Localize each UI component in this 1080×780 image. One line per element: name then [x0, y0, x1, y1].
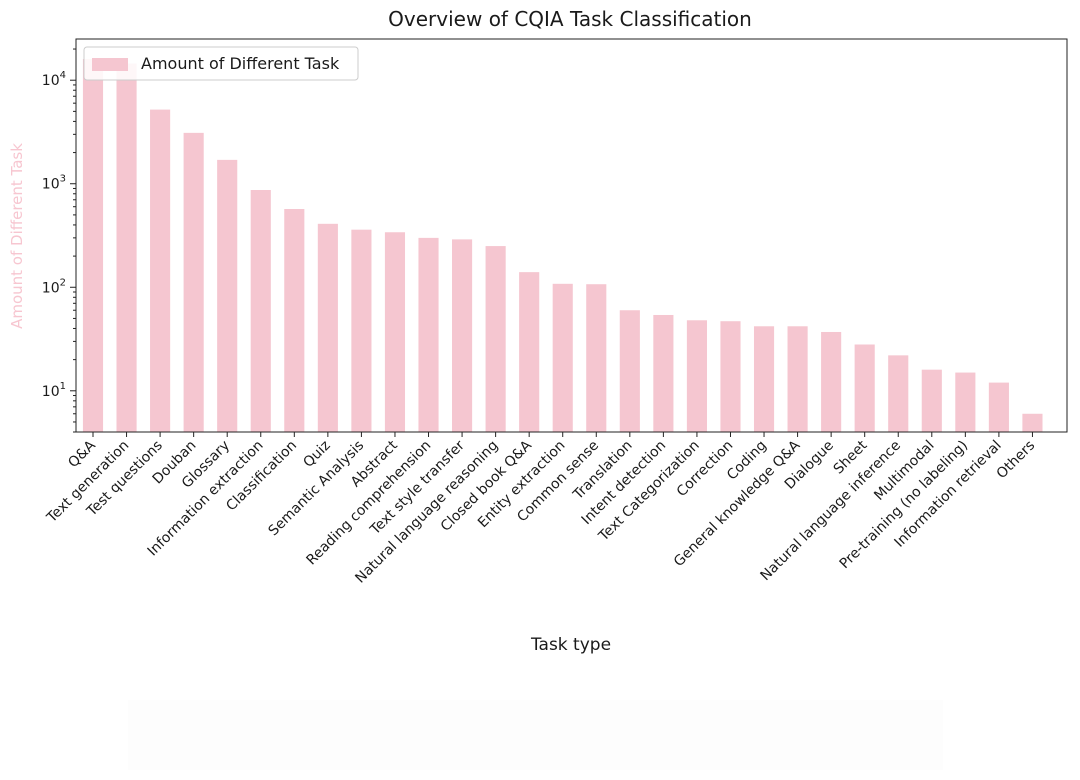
- bar: [351, 229, 372, 432]
- bar: [720, 321, 741, 432]
- bar: [418, 237, 439, 432]
- bar: [217, 159, 238, 432]
- bar: [988, 382, 1009, 432]
- chart-title: Overview of CQIA Task Classification: [388, 7, 752, 31]
- y-tick-label: 104: [42, 70, 66, 89]
- bar: [485, 246, 506, 432]
- legend-swatch: [92, 58, 128, 71]
- blank-strip: [128, 700, 943, 770]
- bar: [250, 190, 271, 432]
- bar: [653, 314, 674, 432]
- legend-label: Amount of Different Task: [141, 54, 340, 73]
- bar: [921, 369, 942, 432]
- y-axis: 101 102 103 104: [42, 48, 76, 433]
- y-axis-label: Amount of Different Task: [8, 143, 26, 329]
- bar: [821, 331, 842, 432]
- bar: [955, 372, 976, 432]
- bar: [686, 320, 707, 432]
- y-tick-label: 102: [42, 277, 66, 296]
- legend-box: [83, 46, 359, 81]
- bar: [284, 209, 305, 432]
- bar: [519, 272, 540, 432]
- bar: [619, 310, 640, 432]
- bar: [150, 109, 171, 432]
- legend: Amount of Different Task: [83, 46, 359, 81]
- y-tick-label: 101: [42, 381, 66, 400]
- bar: [452, 239, 473, 432]
- bar: [787, 326, 808, 432]
- bar: [552, 283, 573, 432]
- plot-frame: [75, 38, 1068, 433]
- bar: [384, 232, 406, 432]
- bars-layer: [82, 59, 1043, 433]
- x-tick-label: Others: [994, 438, 1039, 483]
- bar: [82, 59, 104, 432]
- bar: [888, 355, 909, 432]
- bar: [116, 63, 137, 433]
- bar: [317, 223, 338, 432]
- bar: [586, 284, 607, 432]
- bar: [753, 326, 775, 432]
- bar: [183, 132, 204, 433]
- y-tick-label: 103: [42, 174, 66, 193]
- bar: [1022, 413, 1043, 432]
- x-axis-label: Task type: [530, 635, 611, 655]
- bar: [854, 344, 875, 432]
